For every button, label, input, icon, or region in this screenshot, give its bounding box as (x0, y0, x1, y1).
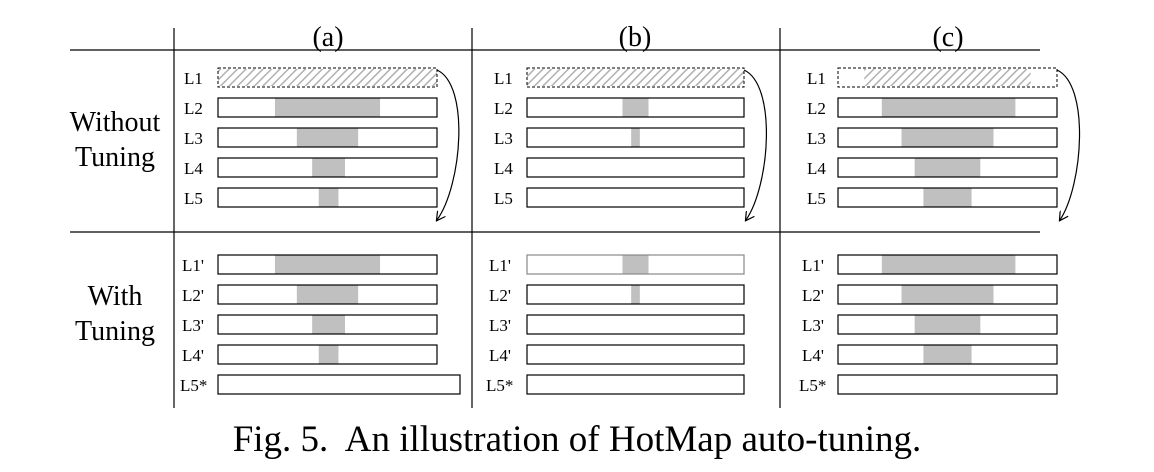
level-bar-c-L3 (837, 127, 1058, 148)
level-label-c-1: L1 (807, 69, 826, 88)
column-header-b: (b) (619, 22, 652, 53)
level-bar-c-tuned-2 (837, 284, 1058, 305)
level-bar-c-L4 (837, 157, 1058, 178)
hot-range-a-tuned-2 (296, 285, 359, 304)
hot-range-b-tuned-1 (622, 255, 649, 274)
level-label-b-4p: L4' (489, 346, 511, 365)
level-label-b-4: L4 (494, 159, 513, 178)
level-bar-a-tuned-5 (217, 374, 461, 395)
level-label-b-3: L3 (494, 129, 513, 148)
hot-range-c-L2 (881, 98, 1016, 117)
hot-range-a-L2 (274, 98, 381, 117)
level-label-c-3p: L3' (802, 316, 824, 335)
level-bar-c-L2 (837, 97, 1058, 118)
level-label-b-2: L2 (494, 99, 513, 118)
hot-range-a-L5 (318, 188, 339, 207)
hot-range-c-L1 (864, 69, 1031, 86)
level-bar-a-L2 (217, 97, 438, 118)
hot-range-a-tuned-4 (318, 345, 339, 364)
level-bar-a-L4 (217, 157, 438, 178)
level-bar-c-L5 (837, 187, 1058, 208)
level-bar-b-L2 (526, 97, 745, 118)
hot-range-a-L3 (296, 128, 359, 147)
level-label-a-3: L3 (184, 129, 203, 148)
level-bar-a-tuned-3 (217, 314, 438, 335)
level-label-a-1: L1 (184, 69, 203, 88)
level-label-b-3p: L3' (489, 316, 511, 335)
level-bar-b-tuned-4 (526, 344, 745, 365)
hot-range-c-L3 (901, 128, 994, 147)
level-bar-c-tuned-5 (837, 374, 1058, 395)
column-header-c: (c) (932, 22, 963, 53)
level-label-a-2p: L2' (182, 286, 204, 305)
level-label-c-5: L5 (807, 189, 826, 208)
level-label-a-1p: L1' (182, 256, 204, 275)
level-bar-a-tuned-2 (217, 284, 438, 305)
level-label-b-2p: L2' (489, 286, 511, 305)
level-bar-b-L3 (526, 127, 745, 148)
level-label-c-4: L4 (807, 159, 826, 178)
row-label-without-line2: Tuning (75, 142, 155, 173)
level-bar-a-tuned-4 (217, 344, 438, 365)
level-bar-b-tuned-2 (526, 284, 745, 305)
level-label-b-5s: L5* (486, 376, 513, 395)
figure-caption: Fig. 5. An illustration of HotMap auto-t… (232, 419, 922, 460)
level-bar-c-tuned-3 (837, 314, 1058, 335)
level-label-a-5s: L5* (180, 376, 207, 395)
level-bar-c-L1 (837, 67, 1058, 88)
row-label-without-line1: Without (70, 107, 161, 138)
level-bar-b-L1 (526, 67, 745, 88)
row-label-with-line2: Tuning (75, 316, 155, 347)
hot-range-c-tuned-4 (923, 345, 972, 364)
level-label-a-2: L2 (184, 99, 203, 118)
level-bar-a-L1 (217, 67, 438, 88)
level-label-c-2: L2 (807, 99, 826, 118)
level-label-a-5: L5 (184, 189, 203, 208)
level-bar-b-L5 (526, 187, 745, 208)
hot-range-c-L5 (923, 188, 972, 207)
level-label-c-4p: L4' (802, 346, 824, 365)
arrow-b (743, 69, 767, 220)
level-bar-b-tuned-3 (526, 314, 745, 335)
level-bar-b-tuned-1 (526, 254, 745, 275)
hot-range-c-L4 (914, 158, 981, 177)
hot-range-c-tuned-2 (901, 285, 994, 304)
level-label-a-4p: L4' (182, 346, 204, 365)
level-bar-c-tuned-1 (837, 254, 1058, 275)
hot-range-a-L1 (218, 69, 437, 86)
level-label-a-4: L4 (184, 159, 203, 178)
arrow-a (437, 69, 460, 220)
hot-range-a-L4 (312, 158, 346, 177)
level-bars (217, 67, 1058, 395)
arrow-c (1056, 69, 1081, 220)
hot-range-a-tuned-3 (312, 315, 346, 334)
level-bar-b-tuned-5 (526, 374, 745, 395)
row-label-with-line1: With (88, 281, 143, 312)
level-bar-a-L3 (217, 127, 438, 148)
hot-range-c-tuned-1 (881, 255, 1016, 274)
hot-range-c-tuned-3 (914, 315, 981, 334)
level-label-c-1p: L1' (802, 256, 824, 275)
level-label-b-5: L5 (494, 189, 513, 208)
hot-range-b-tuned-2 (631, 285, 640, 304)
level-bar-a-L5 (217, 187, 438, 208)
column-header-a: (a) (312, 22, 343, 53)
hot-range-a-tuned-1 (274, 255, 381, 274)
level-bar-a-tuned-1 (217, 254, 438, 275)
level-label-a-3p: L3' (182, 316, 204, 335)
hotmap-figure: (a) (b) (c) Without Tuning With Tuning L… (70, 22, 1081, 408)
level-label-c-5s: L5* (799, 376, 826, 395)
level-bar-c-tuned-4 (837, 344, 1058, 365)
level-label-c-2p: L2' (802, 286, 824, 305)
hot-range-b-L3 (631, 128, 640, 147)
level-label-b-1p: L1' (489, 256, 511, 275)
level-label-c-3: L3 (807, 129, 826, 148)
level-bar-b-L4 (526, 157, 745, 178)
level-label-b-1: L1 (494, 69, 513, 88)
hot-range-b-L1 (527, 69, 744, 86)
hot-range-b-L2 (622, 98, 649, 117)
